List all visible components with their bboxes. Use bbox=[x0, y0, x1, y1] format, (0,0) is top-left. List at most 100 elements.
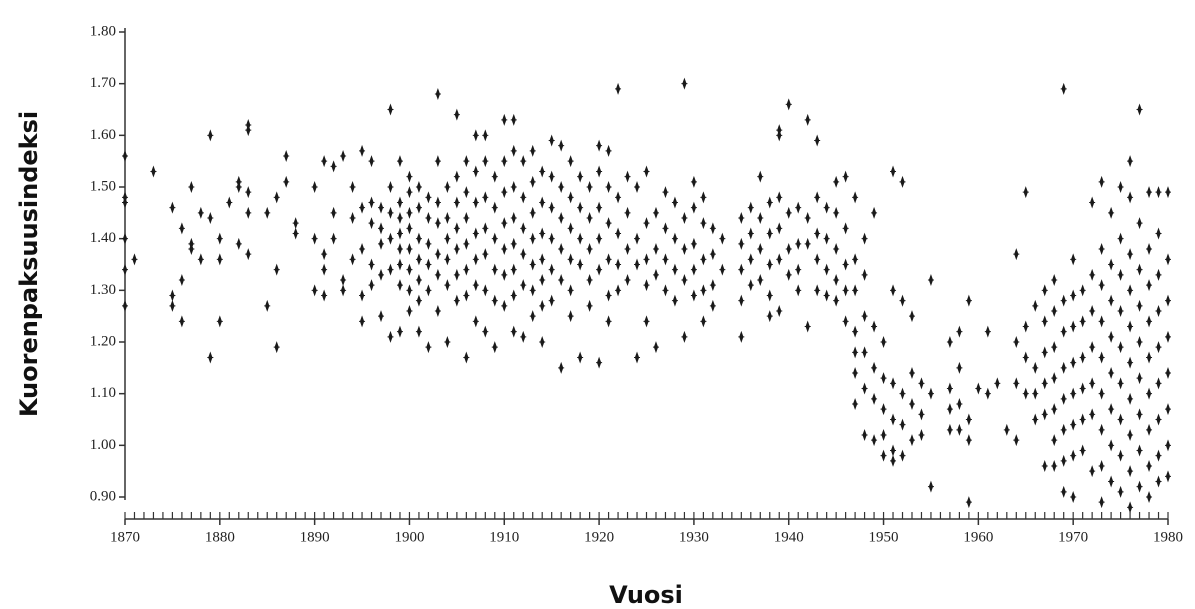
point bbox=[359, 201, 366, 214]
point bbox=[396, 325, 403, 338]
point bbox=[359, 315, 366, 328]
point bbox=[899, 418, 906, 431]
point bbox=[615, 258, 622, 271]
point bbox=[434, 268, 441, 281]
point bbox=[396, 196, 403, 209]
x-tick-label: 1930 bbox=[679, 529, 709, 545]
point bbox=[956, 325, 963, 338]
point bbox=[690, 237, 697, 250]
point bbox=[387, 206, 394, 219]
point bbox=[1165, 470, 1171, 483]
point bbox=[1070, 253, 1077, 266]
point bbox=[330, 160, 337, 173]
point bbox=[1146, 243, 1153, 255]
point bbox=[1136, 336, 1143, 348]
point bbox=[273, 263, 280, 276]
point bbox=[1108, 439, 1115, 452]
point bbox=[1098, 243, 1105, 255]
point bbox=[1155, 413, 1162, 426]
point bbox=[634, 232, 641, 245]
point bbox=[615, 227, 622, 240]
point bbox=[539, 165, 546, 178]
point bbox=[605, 253, 612, 266]
point bbox=[548, 263, 555, 276]
point bbox=[833, 206, 840, 219]
point bbox=[766, 258, 773, 271]
point bbox=[1127, 356, 1134, 369]
point bbox=[814, 134, 821, 147]
point bbox=[861, 310, 868, 323]
point bbox=[1155, 449, 1162, 462]
point bbox=[1022, 351, 1029, 364]
point bbox=[539, 336, 546, 348]
point bbox=[662, 253, 669, 266]
point bbox=[747, 227, 754, 240]
point bbox=[1079, 382, 1086, 395]
point bbox=[472, 129, 479, 142]
point bbox=[567, 310, 574, 323]
point bbox=[558, 274, 565, 286]
point bbox=[406, 263, 413, 276]
point bbox=[330, 232, 337, 245]
point bbox=[529, 258, 536, 271]
y-tick-label: 1.00 bbox=[90, 437, 116, 453]
point bbox=[264, 206, 271, 219]
point bbox=[908, 367, 915, 379]
point bbox=[946, 382, 953, 395]
point bbox=[235, 181, 242, 193]
point bbox=[501, 113, 508, 126]
point bbox=[823, 232, 830, 245]
point bbox=[890, 165, 897, 178]
point bbox=[491, 232, 498, 245]
point bbox=[1060, 423, 1067, 436]
point bbox=[1146, 491, 1153, 503]
point bbox=[510, 289, 517, 302]
y-tick-label: 1.70 bbox=[90, 75, 116, 91]
point bbox=[690, 289, 697, 302]
y-tick-label: 0.90 bbox=[90, 488, 116, 504]
point bbox=[965, 294, 972, 307]
point bbox=[577, 170, 584, 183]
point bbox=[1079, 351, 1086, 364]
point bbox=[643, 253, 650, 266]
point bbox=[946, 423, 953, 436]
point bbox=[178, 222, 185, 235]
point bbox=[833, 243, 840, 255]
point bbox=[1136, 263, 1143, 276]
point bbox=[1098, 315, 1105, 328]
point bbox=[880, 336, 887, 348]
x-tick-label: 1920 bbox=[584, 529, 614, 545]
point bbox=[1165, 403, 1171, 416]
point bbox=[1165, 294, 1171, 307]
point bbox=[434, 155, 441, 168]
point bbox=[842, 284, 849, 297]
point bbox=[814, 253, 821, 266]
point bbox=[766, 310, 773, 323]
point bbox=[842, 315, 849, 328]
point bbox=[1127, 191, 1134, 204]
point bbox=[681, 212, 688, 224]
point bbox=[567, 155, 574, 168]
point bbox=[586, 243, 593, 255]
point bbox=[1146, 279, 1153, 292]
point bbox=[491, 201, 498, 214]
point bbox=[425, 212, 432, 224]
point bbox=[226, 196, 233, 209]
point bbox=[207, 212, 214, 224]
point bbox=[415, 325, 422, 338]
point bbox=[122, 232, 128, 245]
point bbox=[245, 124, 252, 137]
point bbox=[804, 212, 811, 224]
point bbox=[434, 88, 441, 100]
point bbox=[387, 103, 394, 116]
point bbox=[453, 268, 460, 281]
point bbox=[861, 232, 868, 245]
point bbox=[1060, 82, 1067, 95]
point bbox=[1117, 485, 1124, 498]
y-tick-label: 1.40 bbox=[90, 230, 116, 246]
point bbox=[1117, 449, 1124, 462]
point bbox=[425, 284, 432, 297]
y-tick-label: 1.60 bbox=[90, 127, 116, 143]
point bbox=[1098, 496, 1105, 509]
point bbox=[956, 398, 963, 410]
